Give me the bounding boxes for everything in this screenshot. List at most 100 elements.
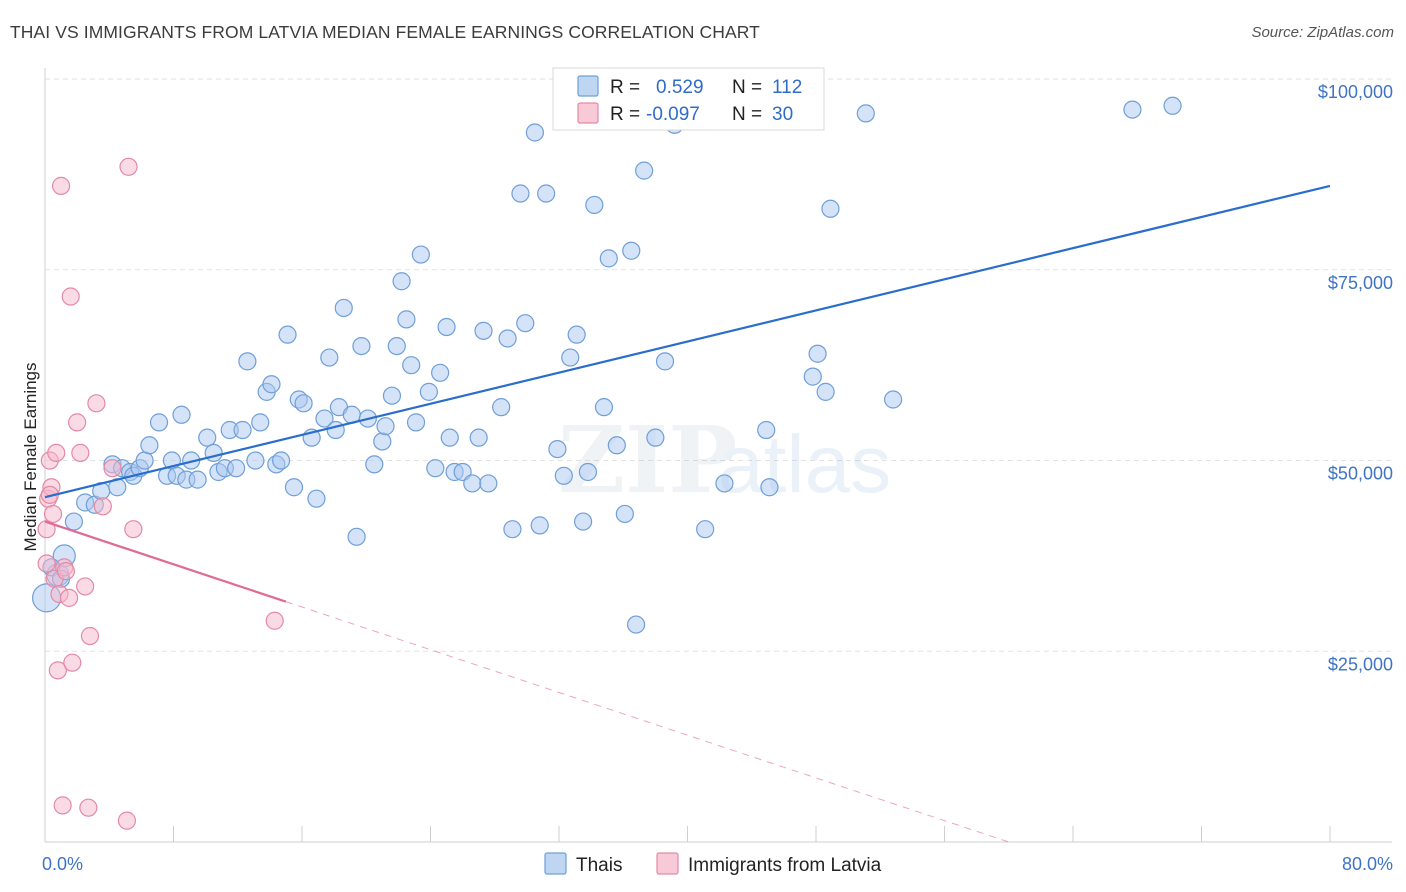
stats-n-value-latvia: 30 xyxy=(772,104,793,125)
y-tick-label-3: $100,000 xyxy=(1318,82,1393,102)
series-thais-points xyxy=(32,96,1182,634)
point-thais-71 xyxy=(474,321,493,340)
point-thais-22 xyxy=(188,470,207,489)
point-thais-101 xyxy=(760,478,779,497)
point-latvia-28 xyxy=(265,611,284,630)
legend-label-thais: Thais xyxy=(576,855,622,876)
point-thais-30 xyxy=(238,352,257,371)
x-tick-labels: 0.0% 80.0% xyxy=(42,854,1393,874)
point-thais-34 xyxy=(262,375,281,394)
trend-line-latvia-extension xyxy=(285,601,1009,843)
point-thais-77 xyxy=(516,314,535,333)
point-latvia-17 xyxy=(68,413,87,432)
point-thais-90 xyxy=(607,436,626,455)
watermark-zip: ZIP xyxy=(558,406,737,514)
point-thais-54 xyxy=(376,417,395,436)
point-thais-15 xyxy=(149,413,169,432)
point-thais-50 xyxy=(352,336,371,356)
point-thais-103 xyxy=(808,344,827,363)
x-tick-label-min: 0.0% xyxy=(42,854,83,874)
point-latvia-19 xyxy=(76,577,95,596)
y-tick-label-0: $25,000 xyxy=(1328,654,1393,674)
point-latvia-11 xyxy=(53,796,72,815)
point-thais-55 xyxy=(382,386,402,405)
point-latvia-21 xyxy=(80,626,100,646)
point-latvia-25 xyxy=(117,811,137,830)
point-thais-36 xyxy=(272,451,291,470)
point-thais-106 xyxy=(856,104,875,123)
point-latvia-16 xyxy=(63,653,82,672)
point-thais-28 xyxy=(227,459,246,478)
point-latvia-20 xyxy=(79,798,98,817)
y-tick-label-2: $75,000 xyxy=(1328,273,1393,293)
point-thais-23 xyxy=(198,428,217,447)
point-thais-31 xyxy=(246,451,265,470)
point-thais-62 xyxy=(419,382,438,401)
point-thais-99 xyxy=(715,474,734,493)
point-thais-3 xyxy=(64,512,84,531)
stats-swatch-thais xyxy=(577,75,599,97)
point-thais-60 xyxy=(406,413,426,432)
point-latvia-7 xyxy=(47,443,66,463)
chart-source: Source: ZipAtlas.com xyxy=(1251,24,1394,41)
point-latvia-13 xyxy=(56,562,75,581)
stats-n-label-latvia: N = xyxy=(732,104,762,125)
point-thais-85 xyxy=(573,512,593,531)
point-latvia-1 xyxy=(37,554,56,573)
watermark-atlas: atlas xyxy=(718,419,891,510)
point-thais-91 xyxy=(615,504,634,524)
point-thais-14 xyxy=(140,436,159,455)
trend-line-thais xyxy=(44,184,1331,499)
point-thais-63 xyxy=(426,459,445,478)
point-latvia-5 xyxy=(43,504,63,524)
point-thais-42 xyxy=(307,489,326,508)
point-latvia-8 xyxy=(48,661,67,680)
point-thais-72 xyxy=(479,474,498,493)
point-thais-66 xyxy=(440,428,459,447)
legend-swatch-latvia xyxy=(656,852,679,875)
point-thais-13 xyxy=(135,451,154,470)
stats-swatch-latvia xyxy=(577,102,599,124)
point-thais-88 xyxy=(594,398,614,417)
legend-label-latvia: Immigrants from Latvia xyxy=(688,855,882,876)
point-thais-93 xyxy=(626,615,646,634)
point-thais-84 xyxy=(567,325,586,344)
point-latvia-18 xyxy=(71,443,90,463)
point-latvia-23 xyxy=(93,497,112,516)
stats-box: R = 0.529 N = 112 R = -0.097 N = 30 xyxy=(552,67,825,131)
stats-r-value-latvia: -0.097 xyxy=(646,104,700,125)
point-thais-43 xyxy=(315,409,334,428)
watermark: ZIP atlas xyxy=(558,406,891,514)
point-thais-83 xyxy=(561,348,580,367)
point-thais-81 xyxy=(548,439,567,459)
point-thais-109 xyxy=(1163,96,1182,115)
point-thais-102 xyxy=(803,367,822,386)
point-thais-95 xyxy=(646,428,665,447)
stats-n-label-thais: N = xyxy=(732,77,762,98)
point-thais-52 xyxy=(365,455,384,474)
point-thais-29 xyxy=(233,420,252,440)
point-thais-56 xyxy=(387,336,406,356)
point-thais-37 xyxy=(278,325,297,344)
point-thais-78 xyxy=(525,123,545,142)
point-latvia-0 xyxy=(37,520,56,539)
point-thais-58 xyxy=(397,310,416,329)
stats-r-label-latvia: R = xyxy=(610,104,640,125)
point-thais-82 xyxy=(554,466,573,485)
series-latvia-points xyxy=(37,157,284,830)
point-thais-76 xyxy=(511,184,530,203)
stats-r-value-thais: 0.529 xyxy=(656,77,704,98)
point-latvia-15 xyxy=(61,287,80,306)
point-thais-86 xyxy=(578,462,598,482)
trend-lines xyxy=(44,184,1331,843)
point-thais-104 xyxy=(816,382,835,401)
point-thais-57 xyxy=(392,272,411,291)
point-latvia-10 xyxy=(51,176,71,195)
stats-n-value-thais: 112 xyxy=(772,77,802,98)
y-tick-labels: $25,000 $50,000 $75,000 $100,000 xyxy=(1318,82,1393,674)
point-thais-44 xyxy=(320,348,339,367)
point-thais-38 xyxy=(284,478,304,497)
legend-swatch-thais xyxy=(544,852,567,875)
point-thais-45 xyxy=(326,420,345,440)
